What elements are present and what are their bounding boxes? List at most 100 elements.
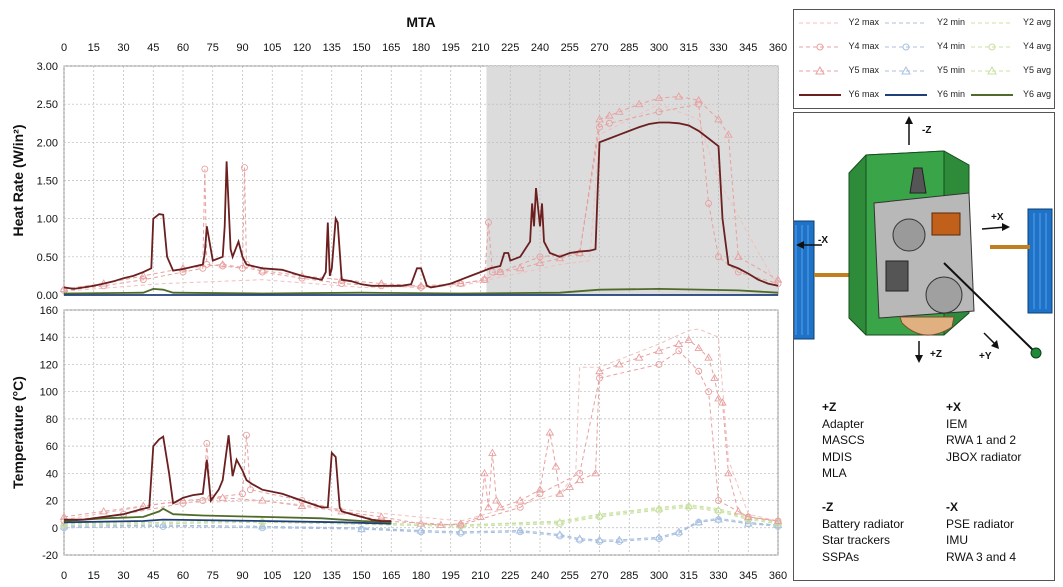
bottom-x-tick-label: 135 bbox=[323, 570, 341, 582]
heat-point-y5-max bbox=[456, 279, 465, 287]
legend-swatch bbox=[971, 22, 1013, 24]
plus-y-label: +Y bbox=[979, 351, 992, 362]
legend-swatch bbox=[971, 43, 1013, 51]
heat-point-y4-max bbox=[715, 253, 722, 261]
top-x-tick-label: 30 bbox=[117, 42, 129, 54]
top-x-tick-label: 165 bbox=[382, 42, 400, 54]
temp-point-y5-max bbox=[456, 519, 465, 527]
bottom-x-tick-label: 345 bbox=[739, 570, 757, 582]
temp-point-y5-max bbox=[684, 335, 694, 343]
heat-y-axis-title: Heat Rate (W/in²) bbox=[10, 125, 26, 237]
heat-point-y5-max bbox=[605, 111, 614, 119]
temp-point-y4-max bbox=[203, 439, 211, 447]
temp-series-y2-min bbox=[63, 517, 779, 541]
group-item: Adapter bbox=[822, 416, 865, 431]
temp-y-tick-label: 80 bbox=[46, 414, 58, 426]
chart-title: MTA bbox=[406, 14, 435, 30]
heat-point-y5-max bbox=[496, 267, 505, 276]
temp-point-y5-max bbox=[178, 496, 188, 504]
minus-x-group: -X PSE radiator IMU RWA 3 and 4 bbox=[946, 499, 1016, 565]
temp-point-y5-avg bbox=[743, 513, 753, 522]
legend-entry: Y2 min bbox=[882, 13, 968, 35]
temp-point-y5-max bbox=[654, 346, 664, 354]
plus-x-group: +X IEM RWA 1 and 2 JBOX radiator bbox=[946, 399, 1021, 465]
bottom-x-tick-label: 270 bbox=[590, 570, 608, 582]
legend: Y2 max Y2 min Y2 avg Y4 max Y4 min Y4 avg Y5 m… bbox=[793, 9, 1055, 109]
bottom-x-tick-label: 210 bbox=[471, 570, 489, 582]
temp-point-y4-min bbox=[258, 524, 266, 532]
legend-label: Y6 min bbox=[936, 89, 965, 99]
plus-x-label: +X bbox=[991, 212, 1004, 223]
legend-label: Y4 avg bbox=[1022, 41, 1051, 51]
legend-swatch bbox=[971, 65, 1013, 75]
bottom-x-tick-label: 300 bbox=[650, 570, 668, 582]
group-item: RWA 3 and 4 bbox=[946, 549, 1017, 564]
legend-label: Y5 min bbox=[936, 65, 965, 75]
temp-series-y4-max bbox=[63, 350, 779, 526]
legend-entry: Y6 max bbox=[796, 85, 882, 107]
temp-y-tick-label: 100 bbox=[40, 387, 58, 399]
temp-point-y4-max bbox=[675, 347, 683, 355]
legend-swatch bbox=[885, 65, 927, 75]
temp-point-y4-min bbox=[576, 536, 584, 544]
spacecraft-illustration bbox=[794, 116, 1053, 363]
temp-point-y5-max bbox=[476, 512, 485, 520]
temp-point-y5-max bbox=[337, 507, 346, 515]
temp-point-y5-min bbox=[714, 515, 723, 523]
thruster-cone bbox=[909, 167, 927, 194]
legend-entry: Y5 avg bbox=[968, 61, 1054, 83]
heat-point-y5-max bbox=[654, 93, 664, 102]
temp-point-y4-max bbox=[199, 497, 207, 505]
heat-y-tick-label: 1.00 bbox=[37, 214, 58, 226]
temp-point-y4-max bbox=[298, 497, 306, 505]
heat-point-y4-max bbox=[596, 123, 603, 131]
heat-point-y4-max bbox=[201, 165, 209, 173]
plus-z-label: +Z bbox=[930, 349, 942, 360]
bottom-x-tick-label: 240 bbox=[531, 570, 549, 582]
group-heading: -Z bbox=[822, 500, 834, 514]
heat-rate-plot bbox=[59, 65, 783, 296]
top-x-tick-label: 225 bbox=[501, 42, 519, 54]
heat-point-y4-max bbox=[774, 280, 782, 287]
legend-swatch bbox=[799, 22, 841, 24]
legend-label: Y2 avg bbox=[1022, 17, 1051, 27]
top-x-tick-label: 15 bbox=[88, 42, 100, 54]
temp-point-y5-max bbox=[377, 512, 386, 520]
temp-point-y4-max bbox=[536, 490, 544, 498]
temp-point-y5-max bbox=[436, 520, 446, 529]
temp-point-y5-avg bbox=[714, 505, 723, 514]
group-item: PSE radiator bbox=[946, 516, 1015, 531]
top-x-tick-label: 315 bbox=[680, 42, 698, 54]
group-item: MASCS bbox=[822, 433, 865, 447]
temp-point-y5-avg bbox=[684, 501, 694, 509]
temp-point-y4-max bbox=[655, 360, 663, 368]
temp-y-axis-title: Temperature (°C) bbox=[10, 376, 26, 489]
heat-y-tick-label: 2.00 bbox=[37, 137, 58, 149]
top-x-tick-label: 120 bbox=[293, 42, 311, 54]
group-item: IEM bbox=[946, 416, 968, 431]
temp-point-y5-max bbox=[773, 516, 783, 524]
bottom-x-tick-label: 285 bbox=[620, 570, 638, 582]
temp-point-y5-max bbox=[492, 496, 501, 504]
temp-y-tick-label: 40 bbox=[46, 468, 58, 480]
temp-point-y5-max bbox=[535, 485, 545, 493]
temp-point-y5-max bbox=[734, 507, 743, 515]
temp-point-y4-max bbox=[246, 486, 254, 494]
heat-point-y5-max bbox=[773, 275, 783, 283]
top-x-tick-label: 330 bbox=[709, 42, 727, 54]
temp-point-y4-min bbox=[516, 528, 524, 536]
heat-point-y5-max bbox=[416, 281, 426, 289]
top-x-tick-label: 135 bbox=[323, 42, 341, 54]
heat-y-tick-label: 1.50 bbox=[37, 176, 58, 188]
top-x-tick-label: 240 bbox=[531, 42, 549, 54]
legend-label: Y5 max bbox=[848, 65, 879, 75]
heat-point-y4-max bbox=[484, 219, 492, 226]
propellant-tank bbox=[892, 218, 926, 252]
legend-entry: Y4 max bbox=[796, 37, 882, 59]
minus-z-label: -Z bbox=[922, 125, 932, 136]
group-item: SSPAs bbox=[822, 549, 860, 564]
heat-y-tick-label: 0.50 bbox=[37, 252, 58, 264]
temp-point-y4-max bbox=[695, 367, 703, 375]
temp-series-y6-max bbox=[64, 435, 392, 522]
